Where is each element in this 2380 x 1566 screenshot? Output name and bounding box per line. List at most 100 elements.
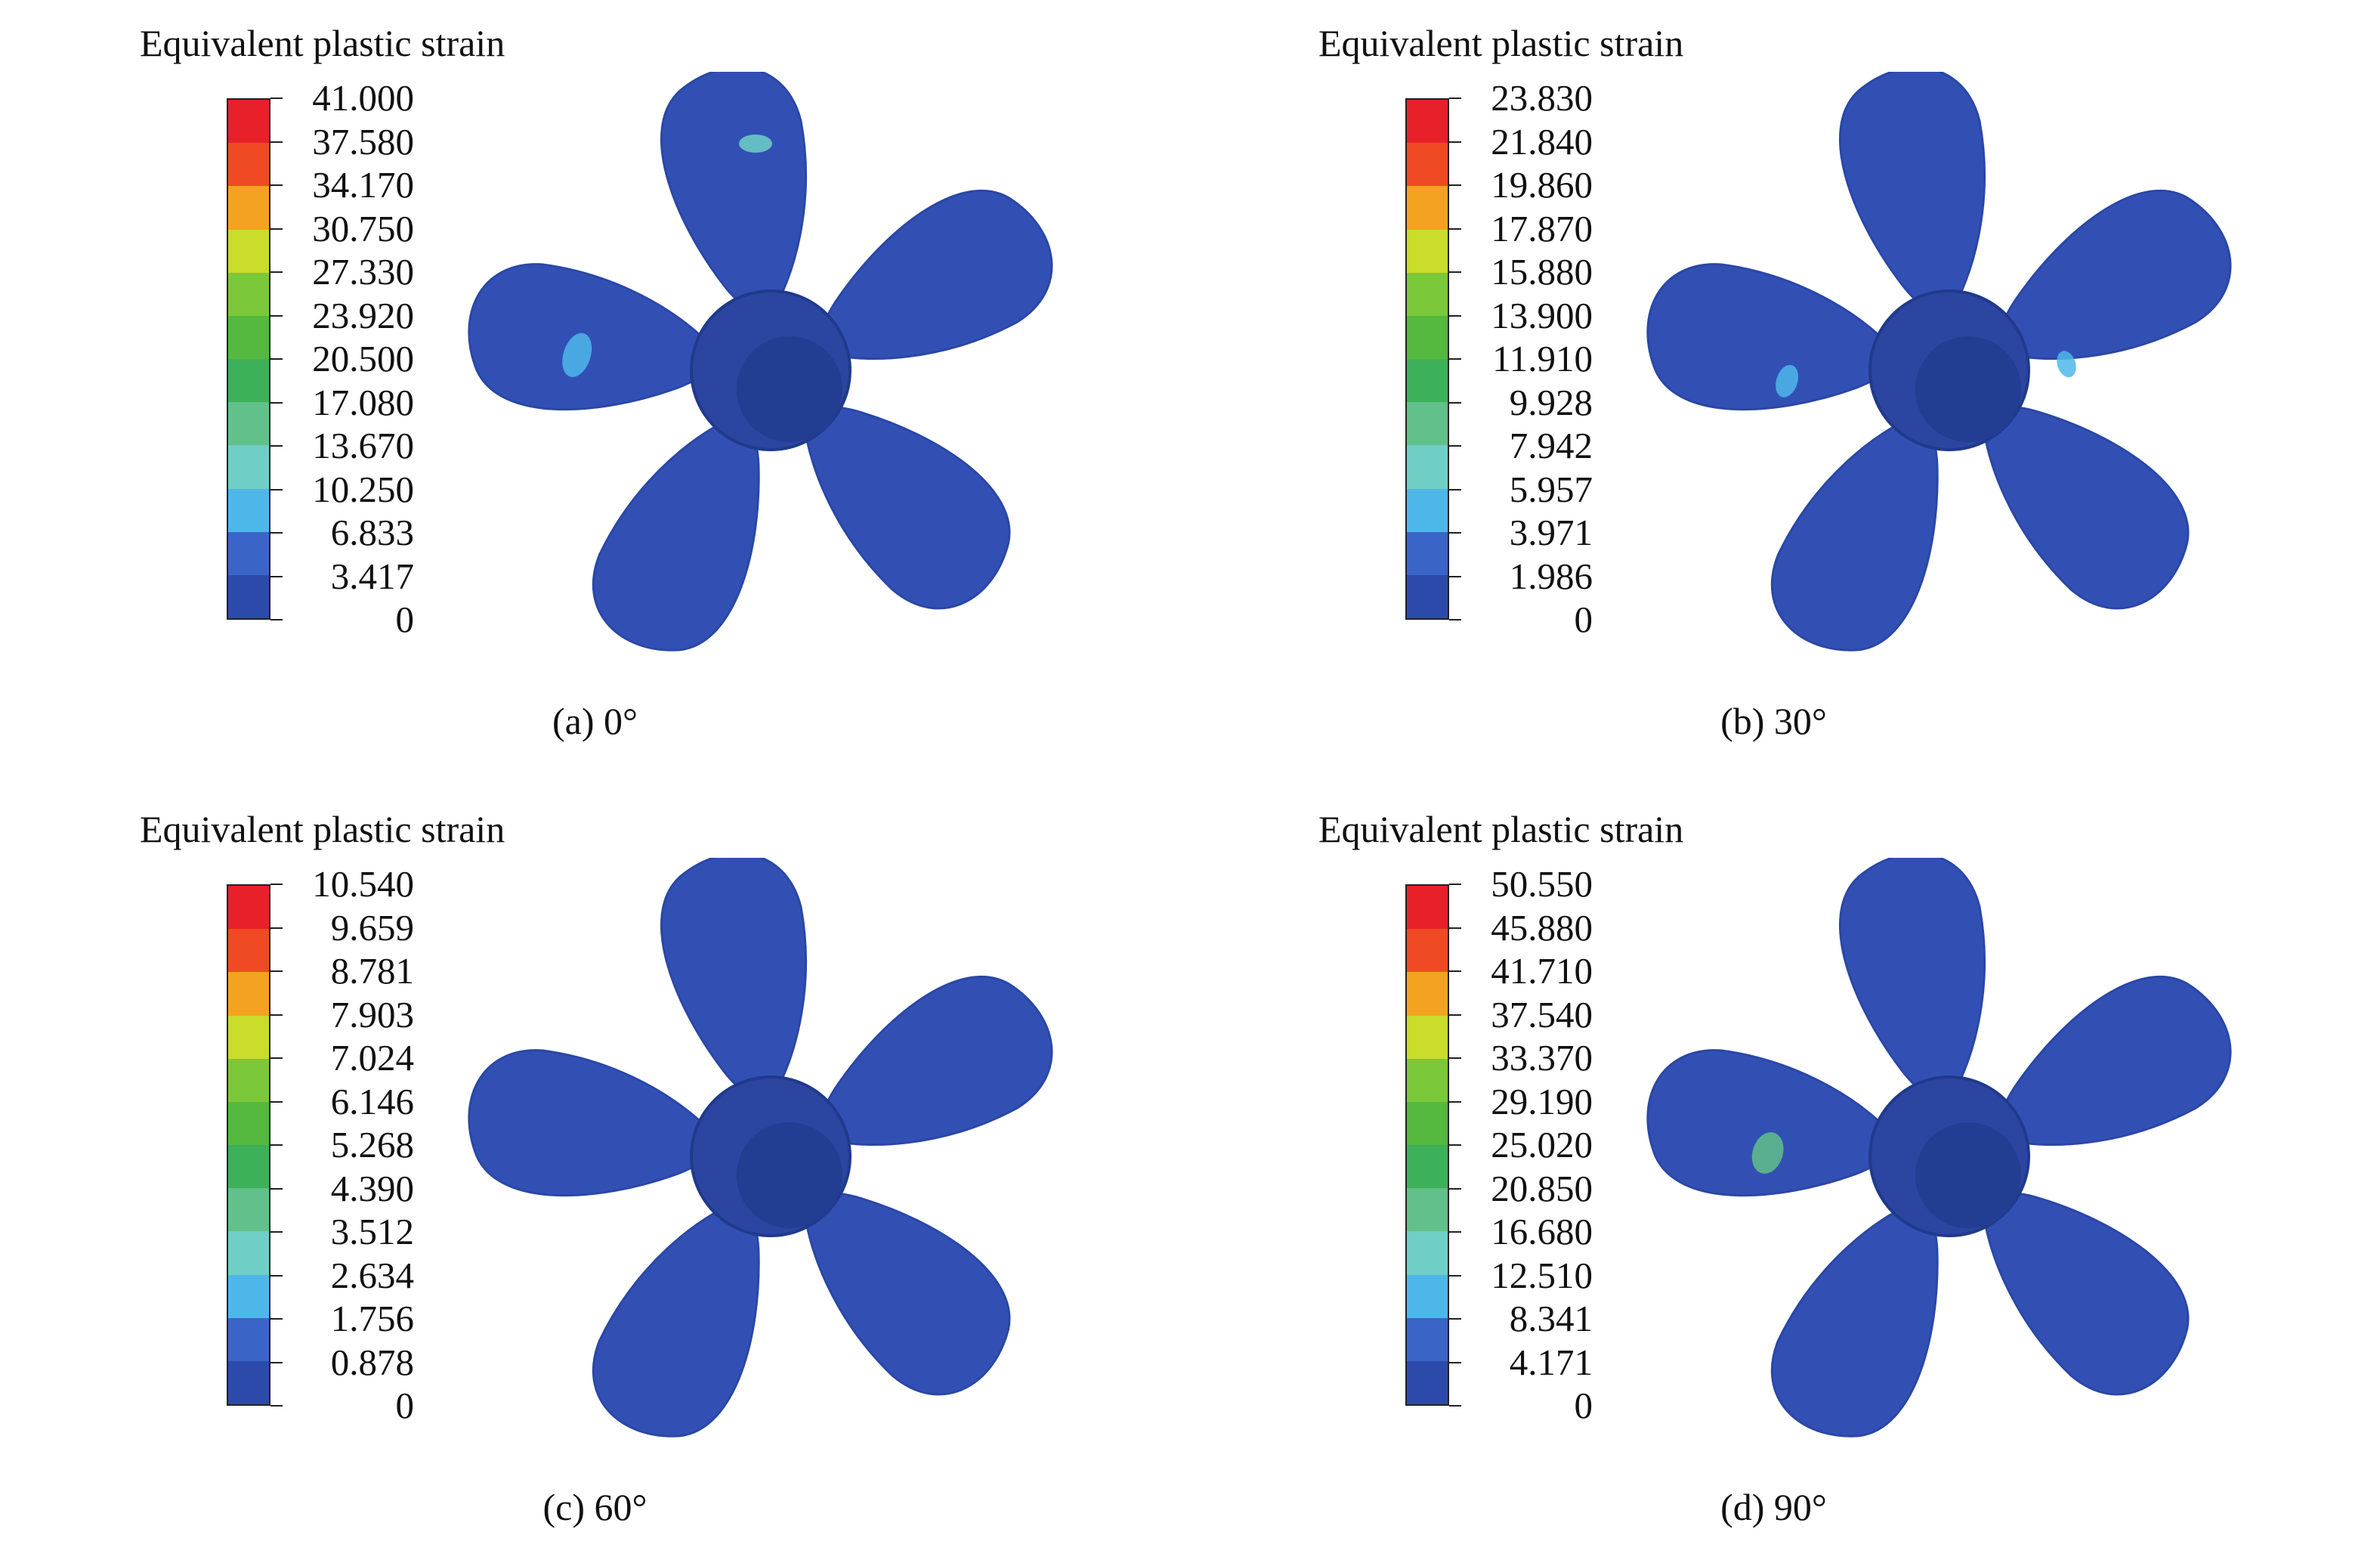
colorbar-segment [1407,359,1448,403]
tick-label: 5.268 [330,1124,414,1165]
tick-mark [270,1100,283,1103]
tick-mark [1449,1014,1461,1016]
tick-label: 45.880 [1491,906,1593,949]
tick-label: 23.830 [1491,77,1593,119]
tick-mark [270,619,283,621]
propeller-blade [468,1049,719,1197]
propeller-blade [1981,1191,2190,1396]
tick-label: 7.942 [1509,425,1593,466]
propeller-blade [1646,263,1897,411]
tick-label: 41.710 [1491,950,1593,992]
colorbar-segment [228,531,269,575]
tick-label: 15.880 [1491,251,1593,292]
tick-mark [270,271,283,273]
tick-mark [1449,927,1461,929]
tick-mark [1449,184,1461,186]
colorbar-segment [1407,229,1448,273]
tick-mark [270,927,283,929]
legend-title: Equivalent plastic strain [140,22,505,64]
colorbar-segment [1407,1188,1448,1232]
tick-label: 4.171 [1509,1341,1593,1383]
propeller-blade [802,405,1011,610]
colorbar-segment [1407,315,1448,360]
colorbar-segment [1407,1231,1448,1275]
propeller-blade [1998,189,2232,360]
propeller-image [468,858,1053,1438]
tick-label: 0 [395,1385,415,1426]
tick-label: 30.750 [312,207,414,249]
tick-mark [270,445,283,447]
tick-label: 9.659 [330,906,414,949]
hub-shadow [1915,336,2021,442]
colorbar-segment [1407,186,1448,230]
tick-mark [1449,401,1461,404]
tick-mark [270,1318,283,1320]
tick-mark [1449,1274,1461,1277]
colorbar-segment [1407,1317,1448,1361]
propeller-blade [1646,1049,1897,1197]
colorbar-segment [228,886,269,930]
tick-mark [1449,575,1461,577]
propeller-image [1646,72,2232,651]
tick-mark [1449,970,1461,972]
propeller-blade [1839,858,1986,1101]
tick-mark [270,401,283,404]
propeller-blade [592,415,760,651]
colorbar-segment [1407,1101,1448,1146]
tick-label: 3.512 [330,1211,414,1252]
tick-label: 5.957 [1509,468,1593,510]
tick-label: 37.540 [1491,993,1593,1035]
tick-label: 20.500 [312,338,414,379]
tick-label: 3.417 [330,555,414,597]
tick-mark [1449,884,1461,885]
tick-mark [1449,271,1461,273]
tick-mark [270,575,283,577]
colorbar-segment [1407,972,1448,1016]
colorbar-segment [1407,1015,1448,1059]
colorbar-segment [1407,531,1448,575]
colorbar-segment [228,229,269,273]
colorbar-segment [1407,402,1448,446]
colorbar-segment [1407,272,1448,316]
tick-mark [270,1231,283,1233]
tick-mark [270,184,283,186]
tick-mark [270,141,283,143]
propeller-blade [820,975,1053,1146]
tick-label: 27.330 [312,251,414,292]
tick-label: 1.756 [330,1298,414,1339]
tick-label: 10.250 [312,468,414,510]
propeller-blade [468,263,719,411]
panel-caption: (d) 90° [1720,1486,1827,1528]
tick-mark [270,1144,283,1146]
colorbar-segment [1407,143,1448,187]
tick-mark [270,488,283,491]
panel-d: Equivalent plastic strain 50.550 45.880 41… [1179,786,2369,1566]
propeller-blade [820,189,1053,360]
tick-label: 8.341 [1509,1298,1593,1339]
propeller-image [468,72,1053,651]
strain-hotspot [1751,1132,1784,1174]
colorbar-segment [228,359,269,403]
tick-label: 10.540 [312,863,414,905]
strain-hotspot [739,135,772,153]
tick-mark [1449,1144,1461,1146]
tick-mark [1449,1318,1461,1320]
tick-label: 8.781 [330,950,414,992]
colorbar-segment [228,488,269,532]
tick-label: 25.020 [1491,1124,1593,1165]
tick-label: 33.370 [1491,1037,1593,1079]
tick-label: 0 [395,599,415,640]
propeller-blade [1770,1201,1939,1438]
tick-label: 41.000 [312,77,414,119]
tick-mark [1449,1057,1461,1059]
tick-label: 21.840 [1491,120,1593,162]
tick-label: 1.986 [1509,555,1593,597]
panel-caption: (b) 30° [1720,700,1827,742]
colorbar-segment [1407,929,1448,973]
tick-mark [1449,97,1461,99]
tick-mark [1449,1187,1461,1190]
tick-label: 16.680 [1491,1211,1593,1252]
tick-mark [270,314,283,317]
tick-mark [1449,532,1461,534]
tick-label: 6.146 [330,1080,414,1122]
